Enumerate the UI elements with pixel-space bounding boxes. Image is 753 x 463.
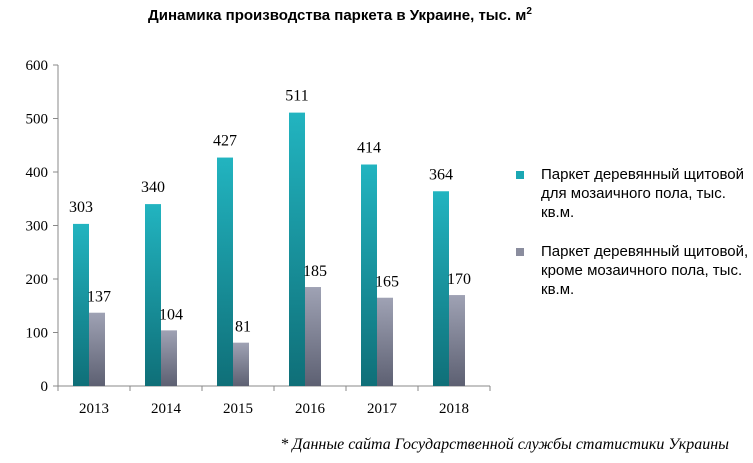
x-tick-label: 2017 — [367, 401, 398, 417]
data-label-series-1: 364 — [429, 166, 453, 183]
bar-series-2 — [449, 295, 465, 386]
data-label-series-2: 165 — [375, 274, 399, 291]
bar-series-2 — [161, 330, 177, 386]
data-label-series-1: 427 — [213, 133, 237, 150]
bar-series-1 — [433, 191, 449, 386]
chart-title: Динамика производства паркета в Украине,… — [148, 6, 532, 24]
data-label-series-2: 137 — [87, 289, 111, 306]
bar-series-1 — [73, 223, 89, 386]
bar-series-1 — [145, 204, 161, 386]
bar-series-2 — [377, 297, 393, 386]
data-label-series-1: 414 — [357, 140, 381, 157]
y-tick-label: 200 — [26, 272, 49, 288]
data-label-series-2: 81 — [235, 319, 251, 336]
data-label-series-1: 511 — [285, 88, 308, 105]
bar-series-2 — [233, 342, 249, 386]
y-tick-label: 100 — [26, 326, 49, 342]
bar-series-2 — [89, 312, 105, 386]
legend-item-series-2: Паркет деревянный щитовой, кроме мозаичн… — [516, 242, 751, 299]
data-label-series-2: 104 — [159, 306, 183, 323]
data-label-series-2: 185 — [303, 263, 327, 280]
legend-swatch-series-2 — [516, 248, 524, 256]
y-tick-label: 400 — [26, 165, 49, 181]
data-label-series-1: 303 — [69, 199, 93, 216]
bar-series-2 — [305, 287, 321, 386]
legend-swatch-series-1 — [516, 171, 524, 179]
x-tick-label: 2013 — [79, 401, 109, 417]
legend-label-series-1: Паркет деревянный щитовой для мозаичного… — [541, 166, 744, 221]
y-tick-label: 500 — [26, 112, 49, 128]
y-tick-label: 300 — [26, 219, 49, 235]
data-label-series-2: 170 — [447, 271, 471, 288]
source-footnote: * Данные сайта Государственной службы ст… — [280, 436, 729, 453]
legend-label-series-2: Паркет деревянный щитовой, кроме мозаичн… — [541, 243, 749, 298]
x-tick-label: 2016 — [295, 401, 326, 417]
y-tick-label: 0 — [41, 379, 49, 395]
bar-series-1 — [289, 112, 305, 387]
bar-series-1 — [217, 157, 233, 386]
x-tick-label: 2014 — [151, 401, 182, 417]
y-tick-label: 600 — [26, 58, 49, 74]
x-tick-label: 2015 — [223, 401, 253, 417]
data-label-series-1: 340 — [141, 179, 165, 196]
bar-series-1 — [361, 164, 377, 386]
legend-item-series-1: Паркет деревянный щитовой для мозаичного… — [516, 165, 751, 222]
x-tick-label: 2018 — [439, 401, 469, 417]
